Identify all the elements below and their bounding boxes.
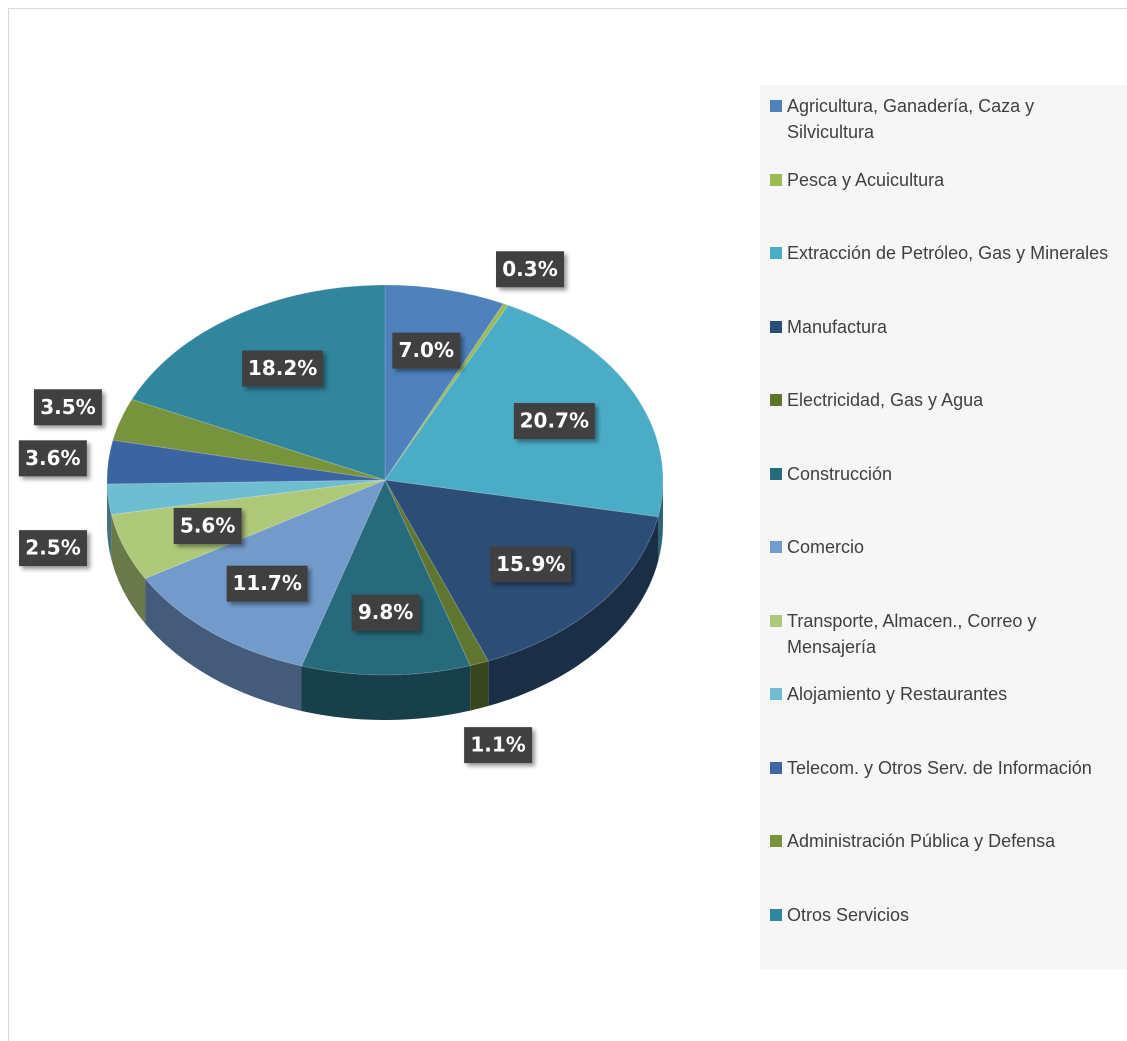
data-label: 15.9% (496, 552, 565, 576)
legend-item: Extracción de Petróleo, Gas y Minerales (770, 240, 1117, 314)
legend-swatch (770, 541, 782, 553)
legend-item: Transporte, Almacen., Correo y Mensajerí… (770, 608, 1117, 682)
legend-swatch (770, 614, 782, 627)
legend-item: Agricultura, Ganadería, Caza y Silvicult… (770, 93, 1117, 167)
label-background (18, 440, 87, 477)
data-label: 9.8% (358, 600, 413, 624)
slice (112, 398, 386, 481)
legend-item: Comercio (770, 534, 1117, 608)
legend-item: Alojamiento y Restaurantes (770, 681, 1117, 755)
data-label-box: 11.7% (226, 565, 308, 602)
data-label-box: 9.8% (351, 594, 420, 631)
slice-side (470, 661, 489, 711)
data-label-box: 1.1% (464, 727, 533, 764)
legend-label: Otros Servicios (787, 904, 910, 925)
data-label-box: 2.5% (19, 530, 88, 567)
data-label: 0.3% (502, 257, 557, 281)
legend-item: Otros Servicios (770, 902, 1117, 976)
slice-side (657, 480, 664, 562)
slice-side (111, 514, 146, 624)
slice (110, 479, 386, 580)
label-background (496, 251, 565, 288)
legend-label: Administración Pública y Defensa (787, 831, 1056, 851)
slice (384, 303, 509, 481)
slice (384, 479, 489, 667)
slice-side (301, 665, 471, 721)
legend-item: Administración Pública y Defensa (770, 828, 1117, 902)
legend-label: Electricidad, Gas y Agua (787, 390, 984, 410)
legend-label: Pesca y Acuicultura (787, 169, 945, 190)
label-background (464, 727, 533, 764)
label-background (490, 546, 572, 583)
legend-label: Extracción de Petróleo, Gas y Minerales (787, 243, 1109, 263)
legend-swatch (770, 688, 782, 700)
slice (106, 439, 386, 485)
data-label: 5.6% (180, 513, 235, 537)
slice (300, 478, 471, 676)
label-background (33, 389, 102, 426)
legend-swatch (770, 173, 782, 186)
data-label: 7.0% (399, 338, 454, 362)
legend-label: Manufactura (787, 316, 888, 337)
label-background (242, 350, 324, 387)
legend-label: Comercio (787, 537, 865, 557)
data-label-box: 20.7% (513, 403, 595, 440)
legend-swatch (770, 320, 782, 333)
legend-swatch (770, 247, 782, 259)
data-label: 11.7% (232, 571, 301, 595)
data-label: 3.6% (25, 446, 80, 470)
label-background (392, 332, 461, 369)
label-background (351, 594, 420, 631)
legend-item: Electricidad, Gas y Agua (770, 387, 1117, 461)
slice (106, 479, 386, 516)
chart-frame (8, 8, 1127, 1041)
label-background (226, 565, 308, 602)
data-label-box: 18.2% (242, 350, 324, 387)
data-label: 3.5% (40, 395, 95, 419)
data-label-box: 3.6% (18, 440, 87, 477)
legend-label: Construcción (787, 463, 893, 484)
legend-item: Construcción (770, 461, 1117, 535)
legend-swatch (770, 761, 782, 774)
data-labels: 7.0% 0.3% 20.7% 15.9% 1.1% 9.8% 11.7% 5.6% 2.5% 3… (18, 251, 595, 764)
legend-item: Pesca y Acuicultura (770, 167, 1117, 241)
legend-swatch (770, 908, 782, 921)
data-label-box: 5.6% (173, 507, 242, 544)
data-label-box: 15.9% (490, 546, 572, 583)
data-label-box: 0.3% (496, 251, 565, 288)
data-label: 20.7% (520, 409, 589, 433)
legend-swatch (770, 394, 782, 406)
legend-swatch (770, 467, 782, 480)
legend-label: Alojamiento y Restaurantes (787, 684, 1008, 704)
label-background (19, 530, 88, 567)
label-background (173, 507, 242, 544)
legend-swatch (770, 100, 782, 112)
data-label: 2.5% (25, 536, 80, 560)
data-label: 18.2% (248, 356, 317, 380)
legend-label: Agricultura, Ganadería, Caza y Silvicult… (787, 96, 1035, 142)
data-label-box: 7.0% (392, 332, 461, 369)
legend-label: Transporte, Almacen., Correo y Mensajerí… (787, 610, 1037, 657)
slice-side (107, 483, 112, 560)
legend-item: Manufactura (770, 314, 1117, 388)
legend: Agricultura, Ganadería, Caza y Silvicult… (760, 85, 1127, 970)
slice-side (145, 578, 302, 711)
legend-label: Telecom. y Otros Serv. de Información (787, 757, 1092, 778)
slice-sides (107, 480, 664, 721)
label-background (513, 403, 595, 440)
data-label-box: 3.5% (33, 389, 102, 426)
legend-item: Telecom. y Otros Serv. de Información (770, 755, 1117, 829)
slice-side (488, 516, 658, 707)
data-label: 1.1% (470, 733, 525, 757)
legend-swatch (770, 835, 782, 847)
